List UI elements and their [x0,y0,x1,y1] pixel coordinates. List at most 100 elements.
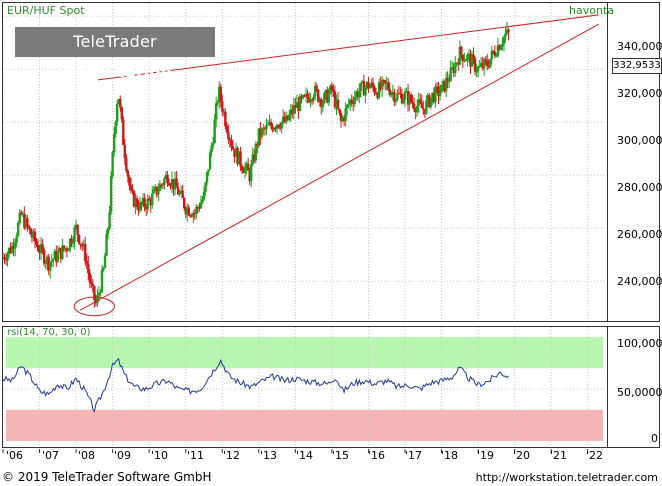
candle-body [73,227,76,243]
candle-body [12,245,15,249]
candle-body [134,198,137,207]
candle-body [80,244,84,247]
candle-body [213,119,216,144]
x-axis: '06 '07 '08 '09 '10 '11 '12 '13 '14 '15 … [2,449,660,467]
candle-body [230,140,233,147]
price-plot-area[interactable] [3,3,606,321]
candle-body [432,92,436,103]
candle-body [109,176,113,212]
rsi-y-tick-label: 0 [651,432,658,445]
candle-body [140,202,143,205]
candle-body [295,102,299,108]
candle-body [285,115,288,123]
candle-body [348,99,352,105]
candle-body [152,189,155,194]
candle-body [84,243,87,261]
candle-body [478,65,481,68]
candle-body [390,92,393,96]
x-tick-label: '20 [513,449,531,462]
candle-body [259,128,262,138]
candle-body [181,190,184,198]
price-chart-svg [3,3,606,321]
candle-body [306,93,309,98]
candle-body [394,99,398,102]
overbought-band [6,337,603,369]
candle-body [444,78,448,92]
candle-body [49,262,52,271]
website-link[interactable]: http://workstation.teletrader.com [475,471,658,484]
candle-body [475,71,478,73]
candle-body [175,178,178,188]
candle-body [335,99,338,108]
candle-body [88,273,91,283]
x-tick-label: '16 [368,449,386,462]
x-tick-label: '14 [296,449,314,462]
candle-body [371,82,375,88]
candle-body [93,285,96,300]
candle-body [438,92,442,97]
y-tick-label: 240,0000 [617,275,662,288]
candle-body [211,143,215,146]
candle-body [318,99,321,102]
candle-body [457,62,460,65]
candle-body [202,191,206,200]
candle-body [29,228,32,235]
candle-body [365,81,369,88]
candle-body [87,263,90,274]
candle-body [216,102,219,104]
candle-body [262,128,265,130]
candle-body [158,184,162,191]
candle-body [186,207,189,215]
candle-body [449,67,452,82]
candle-body [368,86,372,89]
candle-body [505,29,509,34]
candle-body [435,86,439,88]
candle-body [10,245,14,253]
candle-body [169,185,172,187]
candle-body [183,197,186,209]
candle-body [298,96,302,112]
candle-body [336,99,340,109]
candle-body [36,244,40,251]
candle-body [431,92,434,98]
candle-body [161,184,165,186]
candle-body [434,86,437,103]
candle-body [9,247,12,253]
candle-body [326,90,329,103]
x-tick-label: '17 [405,449,423,462]
candle-body [422,107,425,110]
candle-body [135,198,139,208]
candle-body [74,224,78,228]
candle-body [345,105,349,109]
candle-body [352,102,355,104]
candle-body [426,95,430,101]
logo-brand: TeleTrader [73,32,157,51]
candle-body [373,87,376,93]
rsi-y-tick-label: 100,0000 [617,337,662,350]
rsi-chart-svg [3,327,606,447]
candle-body [164,174,168,179]
instrument-label: EUR/HUF Spot [7,4,85,17]
rsi-plot-area[interactable] [3,327,606,447]
candle-body [7,247,11,254]
candle-body [256,144,259,147]
candle-body [143,197,146,208]
candle-body [342,117,346,121]
candle-body [257,128,261,147]
candle-body [289,109,292,115]
price-pane[interactable]: EUR/HUF Spot havonta TeleTrader WorkStat… [2,2,662,322]
rsi-pane[interactable]: rsi(14, 70, 30, 0) 100,0000 50,0000 0 [2,326,662,448]
candle-body [380,80,384,90]
candle-body [125,158,128,171]
candle-body [487,66,490,68]
candle-body [236,147,239,165]
x-axis-ticks [2,449,589,453]
candle-body [90,282,93,285]
candle-body [193,212,197,214]
candle-body [280,122,283,129]
candle-body [315,85,318,90]
candle-body [481,63,484,69]
candle-body [374,92,378,94]
candle-body [100,270,104,293]
candle-body [387,82,390,90]
